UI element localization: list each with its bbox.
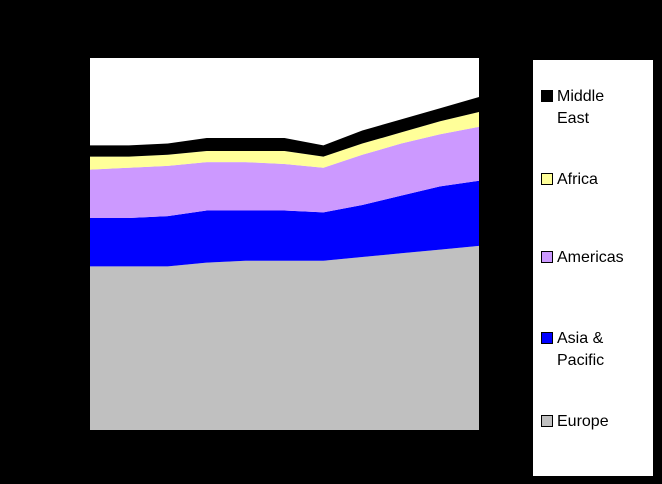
legend-swatch-africa [541, 173, 553, 185]
legend-label-americas: Americas [557, 249, 624, 266]
legend-item-europe: Europe [541, 411, 609, 433]
legend-label-africa: Africa [557, 171, 598, 188]
area-series-asia-pacific [90, 180, 479, 267]
legend-label-europe: Europe [557, 413, 609, 430]
legend-label-middle-east: Middle East [557, 88, 605, 127]
area-series-europe [90, 245, 479, 430]
legend-item-asia-pacific: Asia & Pacific [541, 328, 627, 372]
area-series-americas [90, 126, 479, 218]
area-series-africa [90, 111, 479, 170]
area-series-middle-east [90, 97, 479, 157]
legend-swatch-americas [541, 251, 553, 263]
legend-label-asia-pacific: Asia & Pacific [557, 330, 605, 369]
legend-item-americas: Americas [541, 247, 624, 269]
legend-swatch-middle-east [541, 90, 553, 102]
legend-swatch-europe [541, 415, 553, 427]
legend-item-africa: Africa [541, 169, 598, 191]
legend-item-middle-east: Middle East [541, 86, 637, 130]
plot-svg [90, 97, 479, 430]
legend-swatch-asia-pacific [541, 332, 553, 344]
legend: Middle East Africa Americas Asia & Pacif… [533, 60, 653, 476]
